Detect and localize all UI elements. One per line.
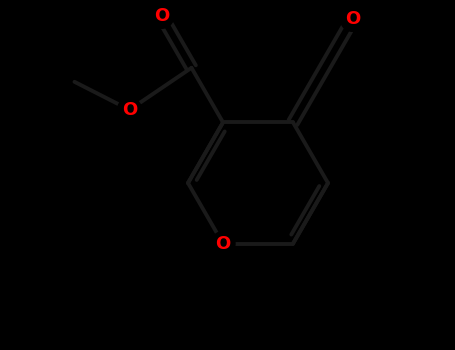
Circle shape — [117, 98, 142, 122]
Text: O: O — [122, 101, 137, 119]
Circle shape — [150, 4, 174, 28]
Circle shape — [211, 232, 235, 256]
Text: O: O — [154, 7, 169, 25]
Circle shape — [340, 7, 364, 31]
Text: O: O — [215, 234, 231, 253]
Text: O: O — [345, 10, 360, 28]
